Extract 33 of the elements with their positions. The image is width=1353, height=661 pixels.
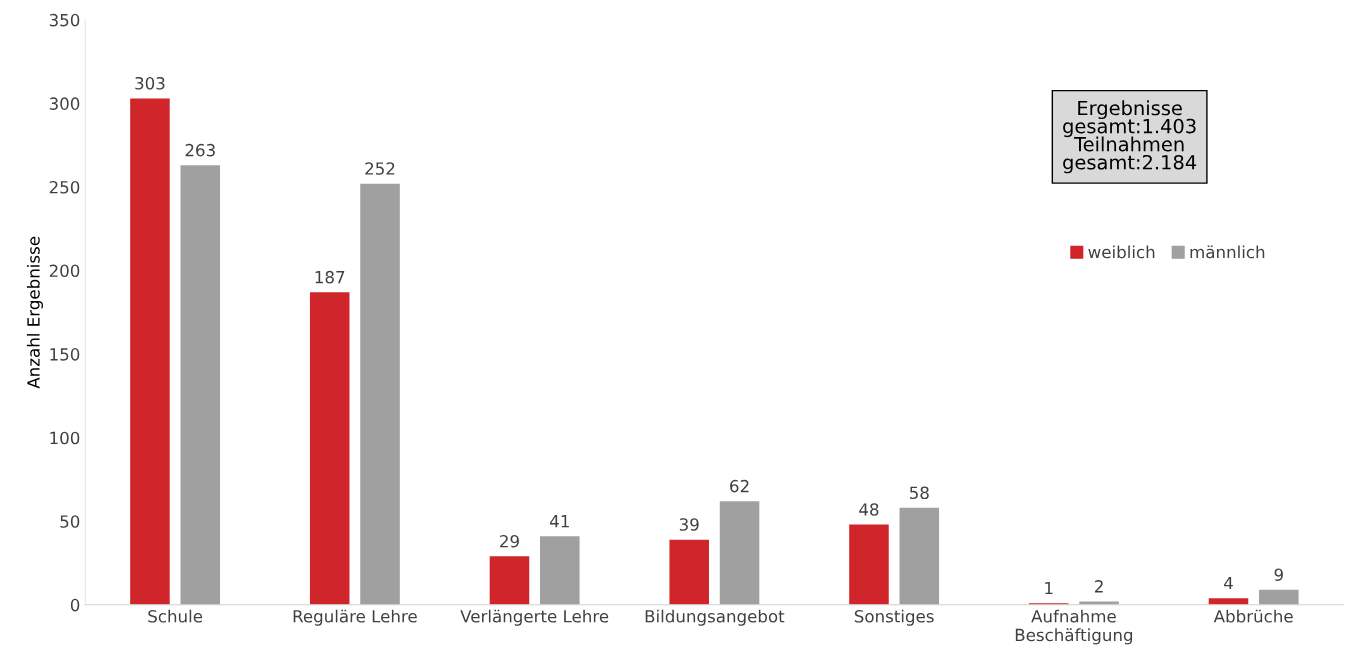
data-label: 4 <box>1224 576 1233 590</box>
data-label: 303 <box>135 76 165 90</box>
data-label: 48 <box>859 503 879 516</box>
y-tick-label: 200 <box>49 264 80 278</box>
data-label: 62 <box>730 479 749 493</box>
data-label: 9 <box>1274 568 1283 581</box>
data-label: 1 <box>1045 581 1053 595</box>
data-label: 187 <box>315 270 345 284</box>
data-label: 252 <box>365 162 395 175</box>
y-tick-label: 300 <box>49 97 80 110</box>
x-tick-label: Bildungsangebot <box>645 609 785 626</box>
y-tick-label: 250 <box>49 180 80 194</box>
y-tick-label: 50 <box>60 515 80 528</box>
data-label: 41 <box>550 515 569 528</box>
y-tick-label: 100 <box>50 431 80 445</box>
y-tick-label: 150 <box>50 348 80 361</box>
data-label: 29 <box>500 534 519 548</box>
x-tick-label: Verlängerte Lehre <box>460 609 609 626</box>
x-tick-label: Abbrüche <box>1213 609 1293 623</box>
data-label: 2 <box>1094 580 1103 593</box>
annotation: Ergebnisse gesamt:1.403 Teilnahmen gesamt:2.184 <box>1063 100 1197 174</box>
y-tick-label: 350 <box>49 13 80 27</box>
y-axis-title: Anzahl Ergebnisse <box>26 236 44 389</box>
data-label: 263 <box>185 143 215 157</box>
legend-label: weiblich <box>1088 245 1155 259</box>
data-label: 58 <box>909 486 929 500</box>
y-tick-label: 0 <box>70 598 80 612</box>
legend-label: männlich <box>1190 245 1265 259</box>
data-label: 39 <box>679 518 699 531</box>
x-tick-label: Reguläre Lehre <box>293 609 417 626</box>
x-tick-label: Aufnahme Beschäftigung <box>1015 609 1133 645</box>
x-tick-label: Sonstiges <box>854 609 934 626</box>
x-tick-label: Schule <box>148 609 203 623</box>
